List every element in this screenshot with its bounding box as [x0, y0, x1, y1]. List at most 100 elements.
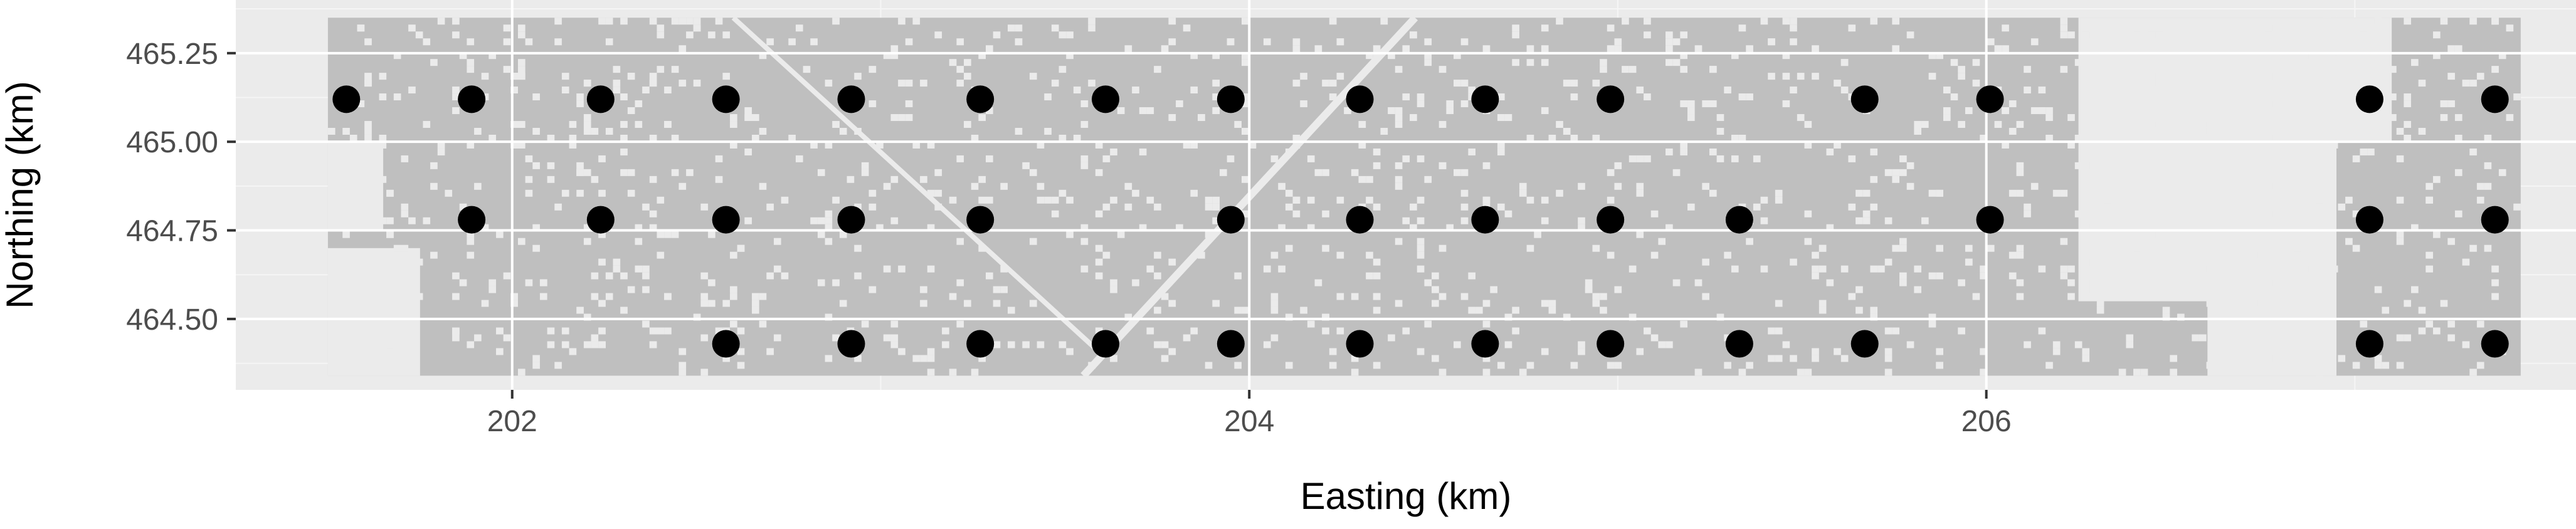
raster-speckle: [1044, 127, 1052, 135]
raster-speckle: [2089, 141, 2097, 149]
raster-speckle: [1972, 293, 1980, 300]
raster-speckle: [2170, 224, 2177, 231]
raster-speckle: [561, 86, 569, 94]
raster-speckle: [1402, 45, 1410, 53]
raster-speckle: [2052, 341, 2061, 348]
raster-speckle: [1095, 272, 1103, 280]
raster-speckle: [934, 31, 942, 39]
raster-speckle: [1775, 300, 1783, 307]
raster-speckle: [817, 217, 825, 224]
raster-speckle: [1058, 31, 1067, 39]
raster-speckle: [2279, 251, 2287, 259]
raster-speckle: [678, 369, 687, 376]
raster-speckle: [2206, 121, 2214, 128]
raster-speckle: [773, 334, 781, 342]
raster-speckle: [1702, 100, 1709, 108]
sample-point: [1346, 85, 1374, 113]
raster-speckle: [1307, 224, 1315, 231]
raster-speckle: [605, 38, 613, 46]
raster-speckle: [1132, 279, 1139, 286]
raster-speckle: [1432, 286, 1439, 293]
raster-speckle: [1753, 203, 1761, 211]
raster-speckle: [2491, 293, 2499, 300]
raster-speckle: [2220, 127, 2229, 135]
raster-speckle: [1877, 265, 1885, 273]
background-raster: [327, 15, 2521, 379]
raster-speckle: [613, 258, 621, 266]
raster-speckle: [876, 224, 884, 231]
raster-speckle: [1680, 31, 1688, 39]
raster-speckle: [583, 127, 591, 135]
raster-speckle: [1614, 38, 1622, 46]
raster-speckle: [649, 210, 657, 217]
raster-speckle: [1168, 38, 1176, 46]
raster-speckle: [1665, 341, 1673, 348]
raster-speckle: [2426, 265, 2433, 273]
raster-speckle: [1987, 38, 1995, 46]
raster-speckle: [1438, 293, 1447, 300]
raster-speckle: [1051, 210, 1059, 217]
sample-point: [1850, 85, 1879, 113]
raster-speckle: [2396, 155, 2404, 162]
raster-speckle: [1519, 369, 1527, 376]
raster-speckle: [1672, 59, 1681, 66]
raster-speckle: [2491, 279, 2499, 286]
raster-speckle: [386, 231, 394, 238]
raster-speckle: [1709, 148, 1717, 155]
raster-speckle: [1029, 169, 1037, 176]
raster-speckle: [1212, 196, 1220, 204]
raster-speckle: [825, 224, 833, 231]
raster-speckle: [2016, 244, 2024, 252]
raster-speckle: [1614, 182, 1622, 190]
raster-speckle: [861, 162, 869, 169]
raster-speckle: [2301, 52, 2309, 60]
raster-speckle: [1650, 210, 1659, 217]
raster-speckle: [1570, 93, 1578, 101]
raster-speckle: [927, 369, 935, 376]
raster-speckle: [591, 341, 599, 348]
raster-speckle: [2236, 217, 2243, 224]
raster-speckle: [1037, 341, 1045, 348]
raster-speckle: [1899, 155, 1907, 162]
raster-speckle: [1395, 175, 1403, 183]
raster-speckle: [890, 334, 899, 342]
raster-speckle: [2426, 182, 2433, 190]
raster-speckle: [1570, 134, 1578, 142]
raster-speckle: [1234, 272, 1242, 280]
raster-speckle: [1628, 265, 1637, 273]
raster-speckle: [854, 244, 862, 252]
raster-speckle: [2418, 127, 2426, 135]
raster-speckle: [1928, 52, 1936, 60]
raster-speckle: [2024, 66, 2031, 73]
raster-speckle: [598, 18, 606, 25]
raster-speckle: [642, 320, 650, 328]
raster-speckle: [971, 369, 979, 376]
raster-speckle: [2228, 217, 2236, 224]
raster-speckle: [1432, 300, 1439, 307]
raster-speckle: [2162, 306, 2170, 314]
raster-speckle: [1139, 224, 1147, 231]
raster-speckle: [1292, 80, 1301, 87]
raster-speckle: [1322, 244, 1329, 252]
raster-speckle: [1965, 107, 1973, 115]
raster-speckle: [496, 348, 504, 355]
raster-speckle: [2345, 59, 2353, 66]
raster-speckle: [1124, 313, 1132, 321]
raster-speckle: [474, 334, 482, 342]
sample-point: [1217, 206, 1245, 234]
raster-speckle: [1022, 341, 1030, 348]
raster-speckle: [1388, 52, 1395, 60]
raster-speckle: [1870, 148, 1878, 155]
raster-speckle: [898, 348, 905, 355]
raster-speckle: [430, 182, 438, 190]
raster-speckle: [1914, 265, 1922, 273]
raster-speckle: [488, 286, 497, 293]
raster-speckle: [2199, 334, 2207, 342]
raster-speckle: [598, 327, 606, 335]
raster-speckle: [2060, 272, 2068, 280]
raster-speckle: [1417, 251, 1425, 259]
raster-speckle: [620, 93, 628, 101]
sample-point: [837, 330, 865, 358]
raster-speckle: [1834, 141, 1841, 149]
raster-speckle: [2133, 38, 2141, 46]
